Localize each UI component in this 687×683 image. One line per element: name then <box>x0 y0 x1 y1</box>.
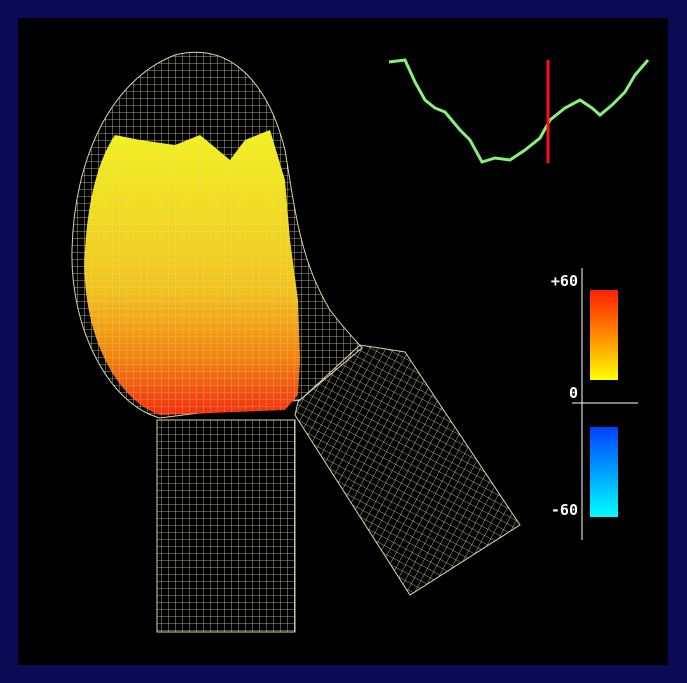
slide: +60 0 -60 <box>0 0 687 683</box>
colorbar-positive <box>590 290 618 380</box>
colorbar-min-label: -60 <box>551 501 578 519</box>
page: +60 0 -60 (() => { const data = JSON.par… <box>0 0 687 683</box>
colorbar-max-label: +60 <box>551 272 578 290</box>
colorbar-negative <box>590 427 618 517</box>
activation-mesh <box>85 130 300 415</box>
lower-mesh <box>157 420 295 632</box>
colorbar-zero-label: 0 <box>569 384 578 402</box>
